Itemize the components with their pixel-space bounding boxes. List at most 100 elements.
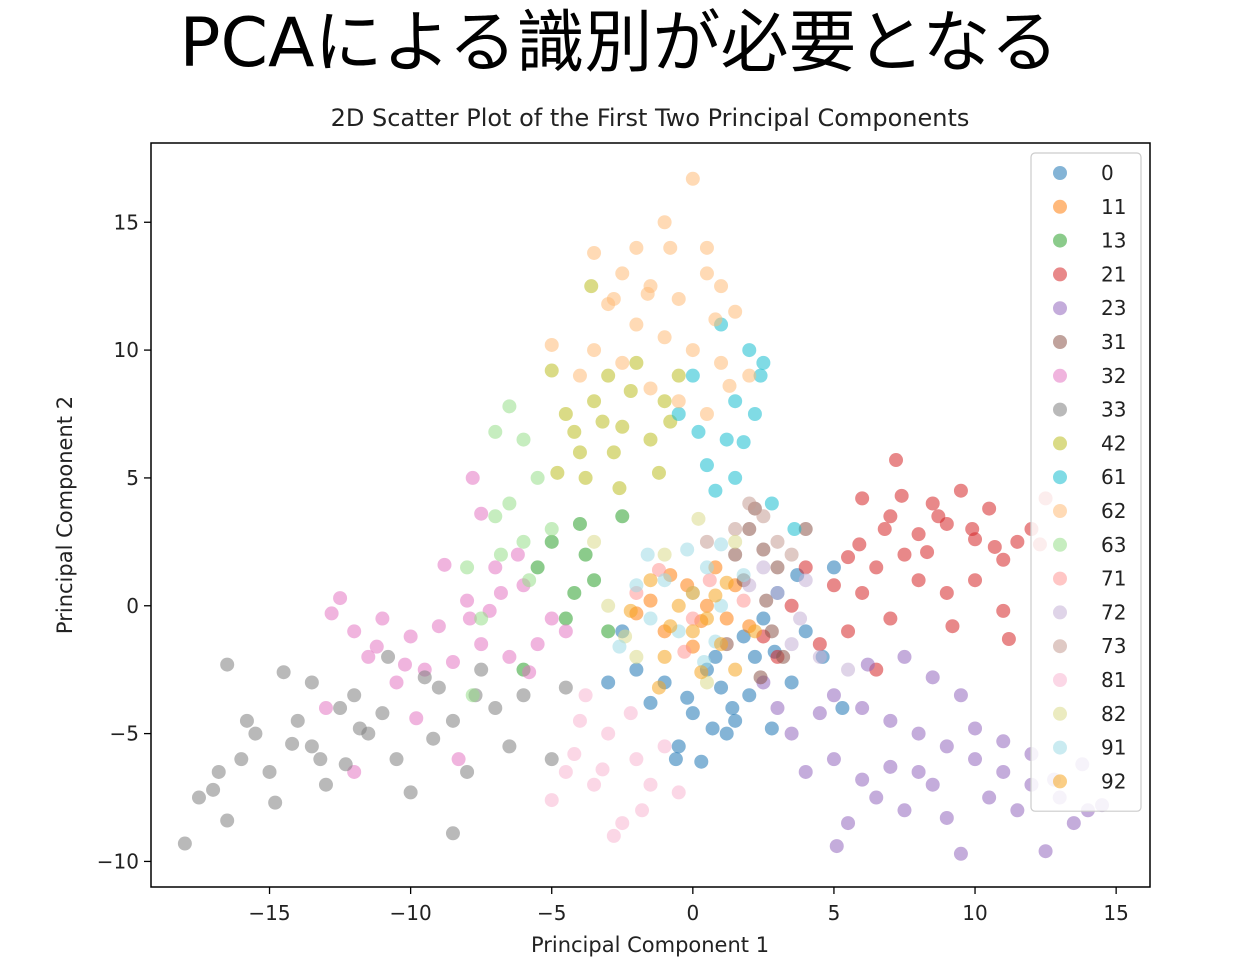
data-point: [220, 813, 235, 828]
data-point: [465, 688, 480, 703]
data-point: [578, 688, 593, 703]
legend-marker: [1053, 301, 1067, 316]
legend-marker: [1053, 639, 1067, 654]
data-point: [699, 240, 714, 255]
data-point: [911, 573, 926, 588]
legend-label: 11: [1101, 195, 1126, 219]
data-point: [615, 816, 630, 831]
data-point: [855, 701, 870, 716]
data-point: [925, 777, 940, 792]
data-point: [685, 585, 700, 600]
data-point: [883, 713, 898, 728]
data-point: [389, 752, 404, 767]
data-point: [601, 675, 616, 690]
legend-marker: [1053, 673, 1067, 687]
data-point: [925, 670, 940, 685]
data-point: [714, 279, 729, 294]
data-point: [756, 355, 771, 370]
data-point: [826, 578, 841, 593]
data-point: [601, 726, 616, 741]
data-point: [742, 496, 757, 511]
data-point: [764, 624, 779, 639]
data-point: [629, 578, 644, 593]
data-point: [516, 432, 531, 447]
data-point: [572, 445, 587, 460]
data-point: [550, 465, 565, 480]
data-point: [736, 593, 751, 608]
legend-marker: [1053, 233, 1067, 248]
legend-label: 61: [1101, 465, 1126, 489]
data-point: [629, 317, 644, 332]
data-point: [601, 598, 616, 613]
y-tick-label: 0: [126, 594, 139, 618]
data-point: [375, 611, 390, 626]
scatter-points: [177, 171, 1110, 861]
data-point: [784, 598, 799, 613]
data-point: [502, 649, 517, 664]
data-point: [897, 649, 912, 664]
data-point: [883, 611, 898, 626]
legend-marker: [1053, 199, 1067, 214]
data-point: [502, 399, 517, 414]
data-point: [714, 537, 729, 552]
data-point: [931, 509, 946, 524]
data-point: [812, 706, 827, 721]
data-point: [558, 611, 573, 626]
data-point: [437, 557, 452, 572]
data-point: [612, 481, 627, 496]
data-point: [285, 736, 300, 751]
data-point: [510, 547, 525, 562]
data-point: [719, 726, 734, 741]
data-point: [742, 522, 757, 537]
data-point: [756, 509, 771, 524]
data-point: [945, 619, 960, 634]
data-point: [657, 394, 672, 409]
data-point: [728, 547, 743, 562]
data-point: [841, 816, 856, 831]
data-point: [465, 470, 480, 485]
data-point: [742, 368, 757, 383]
slide-heading: PCAによる識別が必要となる: [179, 4, 1059, 83]
data-point: [826, 752, 841, 767]
data-point: [623, 706, 638, 721]
data-point: [855, 772, 870, 787]
data-point: [389, 675, 404, 690]
data-point: [460, 560, 475, 575]
data-point: [671, 368, 686, 383]
data-point: [318, 777, 333, 792]
data-point: [657, 215, 672, 230]
data-point: [883, 509, 898, 524]
data-point: [488, 701, 503, 716]
data-point: [522, 573, 537, 588]
data-point: [699, 598, 714, 613]
data-point: [714, 598, 729, 613]
x-tick-label: −5: [537, 901, 566, 925]
data-point: [699, 458, 714, 473]
data-point: [431, 619, 446, 634]
data-point: [968, 752, 983, 767]
data-point: [699, 407, 714, 422]
legend-marker: [1053, 267, 1067, 282]
data-point: [798, 560, 813, 575]
data-point: [629, 240, 644, 255]
data-point: [953, 688, 968, 703]
data-point: [375, 706, 390, 721]
data-point: [651, 562, 666, 577]
data-point: [409, 711, 424, 726]
data-point: [756, 560, 771, 575]
data-point: [324, 606, 339, 621]
data-point: [728, 394, 743, 409]
legend-marker: [1053, 166, 1067, 180]
data-point: [191, 790, 206, 805]
data-point: [635, 803, 650, 818]
data-point: [333, 701, 348, 716]
data-point: [812, 649, 827, 664]
legend-label: 81: [1101, 668, 1126, 692]
data-point: [640, 547, 655, 562]
data-point: [1066, 816, 1081, 831]
data-point: [445, 713, 460, 728]
data-point: [544, 363, 559, 378]
legend-marker: [1053, 571, 1067, 586]
data-point: [584, 279, 599, 294]
data-point: [784, 726, 799, 741]
